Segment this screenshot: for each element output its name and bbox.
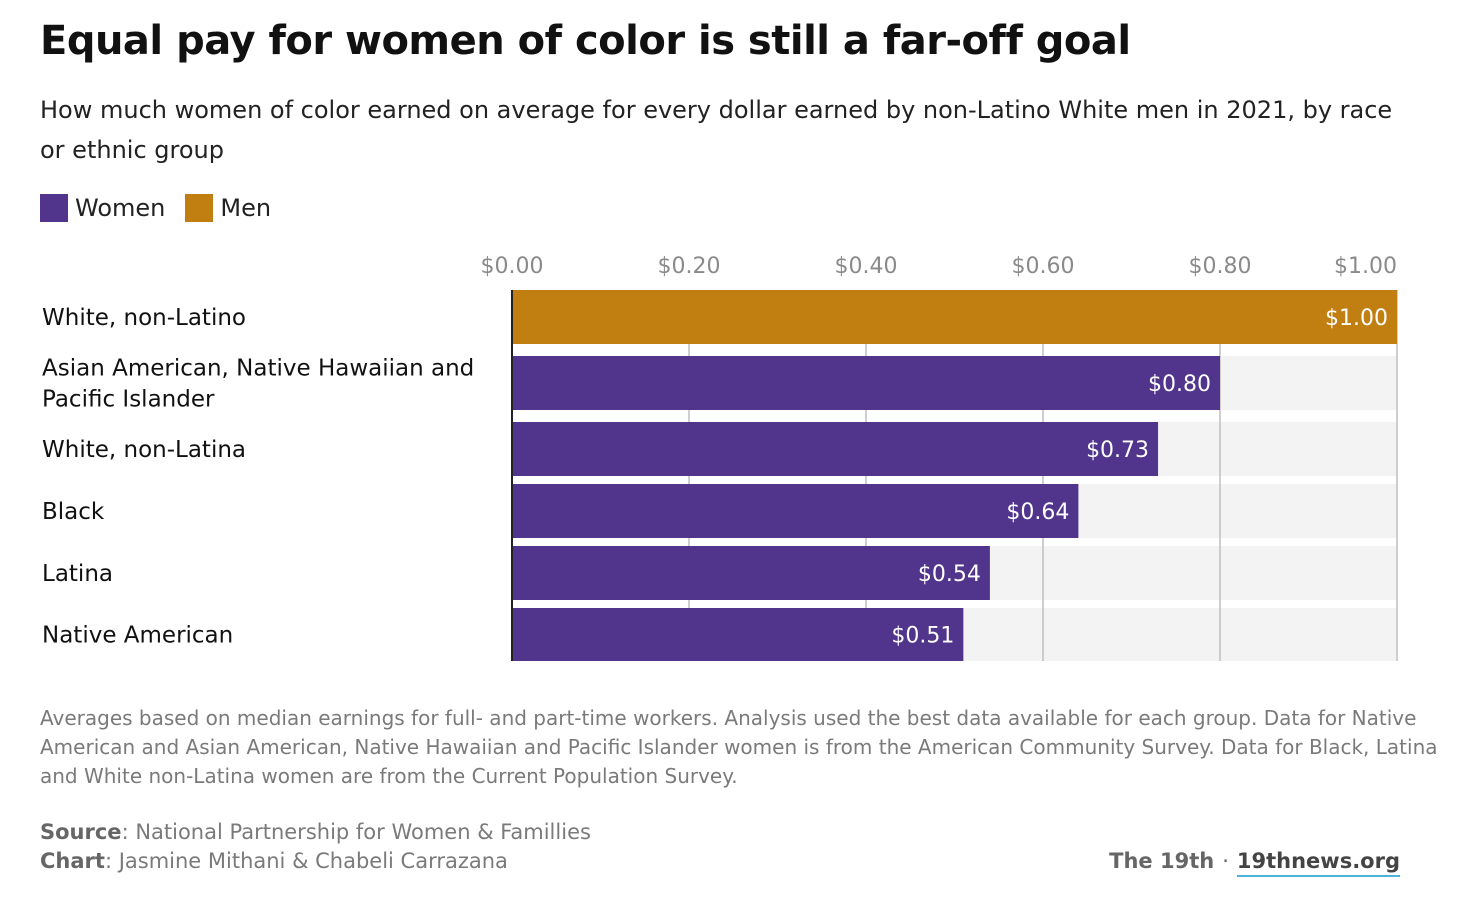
brand: The 19th · 19thnews.org bbox=[1109, 849, 1400, 877]
category-label: Native American bbox=[42, 623, 233, 649]
x-tick-label: $0.60 bbox=[1012, 254, 1075, 279]
bar bbox=[512, 356, 1220, 410]
category-label: Latina bbox=[42, 561, 113, 587]
legend-label-men: Men bbox=[220, 194, 272, 222]
chart-notes: Averages based on median earnings for fu… bbox=[40, 706, 1438, 788]
chart-credit-label: Chart bbox=[40, 849, 105, 873]
chart-subtitle: How much women of color earned on averag… bbox=[40, 96, 1393, 164]
legend-label-women: Women bbox=[75, 194, 166, 222]
category-label: Asian American, Native Hawaiian and Pacif… bbox=[42, 356, 474, 413]
legend-swatch-women bbox=[40, 194, 68, 222]
source-text: : National Partnership for Women & Famil… bbox=[121, 820, 591, 844]
legend-swatch-men bbox=[185, 194, 214, 222]
bar-value-label: $0.51 bbox=[891, 624, 954, 649]
bar bbox=[512, 608, 964, 661]
category-label: White, non-Latino bbox=[42, 305, 246, 331]
brand-site-link[interactable]: 19thnews.org bbox=[1236, 849, 1400, 877]
category-label: Black bbox=[42, 499, 105, 525]
brand-name: The 19th bbox=[1109, 849, 1215, 873]
x-tick-label: $1.00 bbox=[1334, 254, 1397, 279]
brand-separator: · bbox=[1222, 849, 1229, 873]
x-tick-label: $0.20 bbox=[658, 254, 721, 279]
chart-legend: Women Men bbox=[40, 193, 291, 223]
source-label: Source bbox=[40, 820, 122, 844]
bar-value-label: $0.80 bbox=[1148, 372, 1211, 397]
chart-credit-text: : Jasmine Mithani & Chabeli Carrazana bbox=[104, 849, 508, 873]
x-tick-label: $0.80 bbox=[1189, 254, 1252, 279]
chart-credit-line: Chart: Jasmine Mithani & Chabeli Carraza… bbox=[40, 847, 591, 876]
bar-value-label: $1.00 bbox=[1325, 306, 1388, 331]
bar-chart: $0.00 $0.20 $0.40 $0.60 $0.80 $1.00 $1.00 $0.80… bbox=[42, 254, 1398, 661]
bar bbox=[512, 290, 1397, 344]
bar-value-label: $0.64 bbox=[1006, 500, 1069, 525]
category-label: White, non-Latina bbox=[42, 437, 246, 463]
bar bbox=[512, 422, 1159, 476]
chart-credits: Source: National Partnership for Women &… bbox=[40, 818, 591, 876]
bar-value-label: $0.54 bbox=[918, 562, 981, 587]
bar-value-label: $0.73 bbox=[1086, 438, 1149, 463]
bar bbox=[512, 546, 990, 600]
bar bbox=[512, 484, 1079, 538]
legend-item-men: Men bbox=[185, 194, 271, 222]
x-tick-label: $0.40 bbox=[835, 254, 898, 279]
chart-title: Equal pay for women of color is still a … bbox=[40, 18, 1131, 64]
source-line: Source: National Partnership for Women &… bbox=[40, 818, 591, 847]
legend-item-women: Women bbox=[40, 194, 165, 222]
x-tick-label: $0.00 bbox=[481, 254, 544, 279]
